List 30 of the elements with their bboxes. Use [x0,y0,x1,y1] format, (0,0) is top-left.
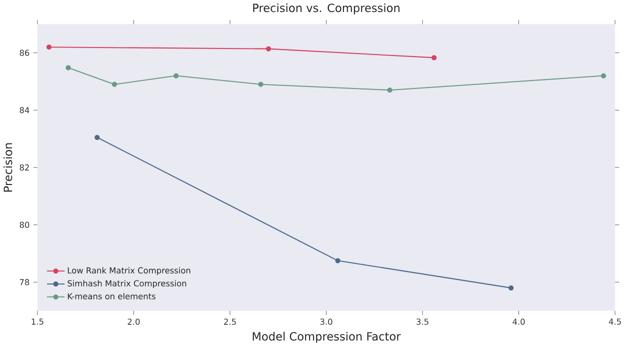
point [174,73,179,78]
y-tick-label: 84 [20,106,30,114]
point [387,87,392,93]
point [600,73,606,78]
x-tick-label: 2.0 [128,318,140,325]
point [431,55,437,60]
point [335,258,340,264]
chart-title: Precision vs. Compression [253,3,400,14]
x-axis-title: Model Compression Factor [252,332,401,343]
point [508,285,514,290]
y-tick-label: 78 [20,278,30,286]
point [266,46,272,52]
legend-label: Low Rank Matrix Compression [68,267,190,275]
x-tick-label: 2.5 [224,318,236,325]
point [66,65,71,70]
x-tick-label: 4.5 [608,318,621,325]
x-tick-label: 3.5 [416,318,428,325]
point [258,82,264,87]
x-tick-label: 1.5 [32,318,44,325]
point [112,82,118,87]
point [46,44,52,50]
legend-label: K-means on elements [68,292,156,300]
y-tick-label: 86 [20,50,30,56]
legend-label: Simhash Matrix Compression [68,280,186,288]
y-tick-label: 80 [20,222,30,228]
x-tick-label: 4.0 [512,318,525,325]
y-tick-label: 82 [20,164,29,170]
point [94,134,100,140]
y-axis-title: Precision [3,143,12,192]
x-tick-label: 3.0 [320,318,332,325]
